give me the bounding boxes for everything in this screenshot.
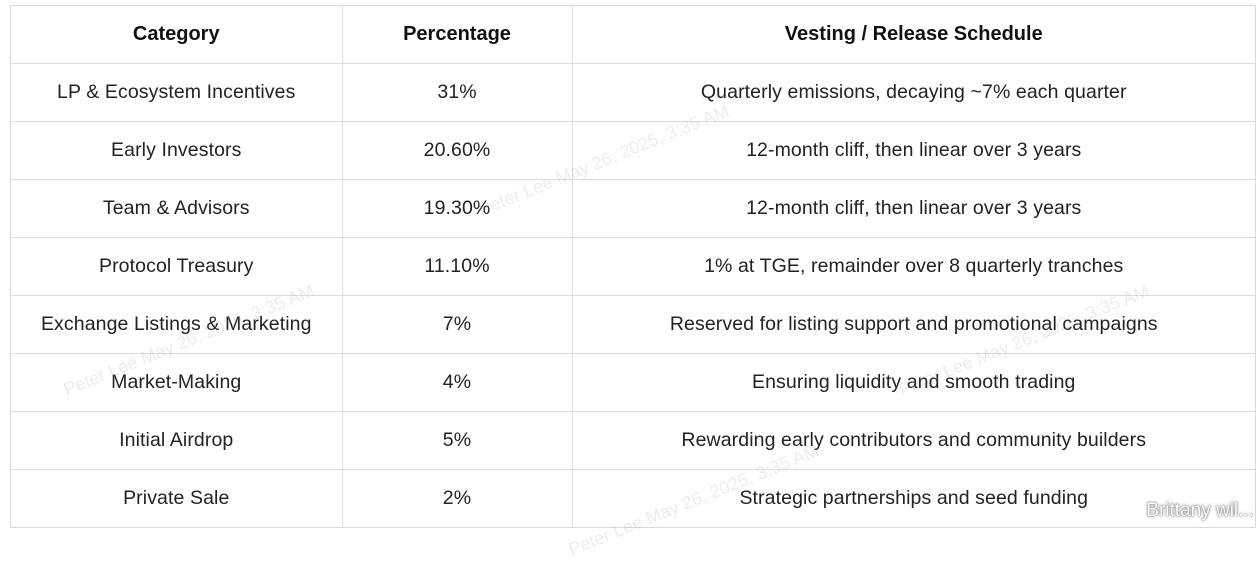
cell-category: Initial Airdrop xyxy=(11,411,343,470)
allocation-table: Category Percentage Vesting / Release Sc… xyxy=(11,6,1255,527)
cell-schedule: Strategic partnerships and seed funding xyxy=(571,469,1255,527)
allocation-table-container: Category Percentage Vesting / Release Sc… xyxy=(10,5,1256,528)
cell-category: LP & Ecosystem Incentives xyxy=(11,63,343,122)
cell-percentage: 2% xyxy=(341,469,573,527)
header-percentage: Percentage xyxy=(341,6,573,64)
header-vesting-schedule: Vesting / Release Schedule xyxy=(571,6,1255,64)
table-row: Team & Advisors 19.30% 12-month cliff, t… xyxy=(11,179,1255,238)
cell-percentage: 4% xyxy=(341,353,573,412)
table-header-row: Category Percentage Vesting / Release Sc… xyxy=(11,6,1255,64)
cell-schedule: Quarterly emissions, decaying ~7% each q… xyxy=(571,63,1255,122)
cell-category: Private Sale xyxy=(11,469,343,527)
cell-category: Market-Making xyxy=(11,353,343,412)
cell-percentage: 11.10% xyxy=(341,237,573,296)
cell-schedule: Ensuring liquidity and smooth trading xyxy=(571,353,1255,412)
table-row: LP & Ecosystem Incentives 31% Quarterly … xyxy=(11,63,1255,122)
header-category: Category xyxy=(11,6,343,64)
cell-category: Early Investors xyxy=(11,121,343,180)
table-row: Protocol Treasury 11.10% 1% at TGE, rema… xyxy=(11,237,1255,296)
author-handle: Brittany wil... xyxy=(1146,500,1254,521)
table-row: Initial Airdrop 5% Rewarding early contr… xyxy=(11,411,1255,470)
cell-percentage: 19.30% xyxy=(341,179,573,238)
table-row: Market-Making 4% Ensuring liquidity and … xyxy=(11,353,1255,412)
cell-percentage: 20.60% xyxy=(341,121,573,180)
cell-percentage: 5% xyxy=(341,411,573,470)
cell-schedule: Reserved for listing support and promoti… xyxy=(571,295,1255,354)
cell-schedule: Rewarding early contributors and communi… xyxy=(571,411,1255,470)
cell-percentage: 31% xyxy=(341,63,573,122)
cell-schedule: 12-month cliff, then linear over 3 years xyxy=(571,121,1255,180)
cell-category: Protocol Treasury xyxy=(11,237,343,296)
cell-schedule: 1% at TGE, remainder over 8 quarterly tr… xyxy=(571,237,1255,296)
source-attribution: Brittany wil... xyxy=(1120,500,1254,522)
cell-schedule: 12-month cliff, then linear over 3 years xyxy=(571,179,1255,238)
cell-category: Team & Advisors xyxy=(11,179,343,238)
table-row: Early Investors 20.60% 12-month cliff, t… xyxy=(11,121,1255,180)
table-row: Exchange Listings & Marketing 7% Reserve… xyxy=(11,295,1255,354)
cell-percentage: 7% xyxy=(341,295,573,354)
table-row: Private Sale 2% Strategic partnerships a… xyxy=(11,469,1255,527)
share-icon xyxy=(1120,501,1140,521)
cell-category: Exchange Listings & Marketing xyxy=(11,295,343,354)
